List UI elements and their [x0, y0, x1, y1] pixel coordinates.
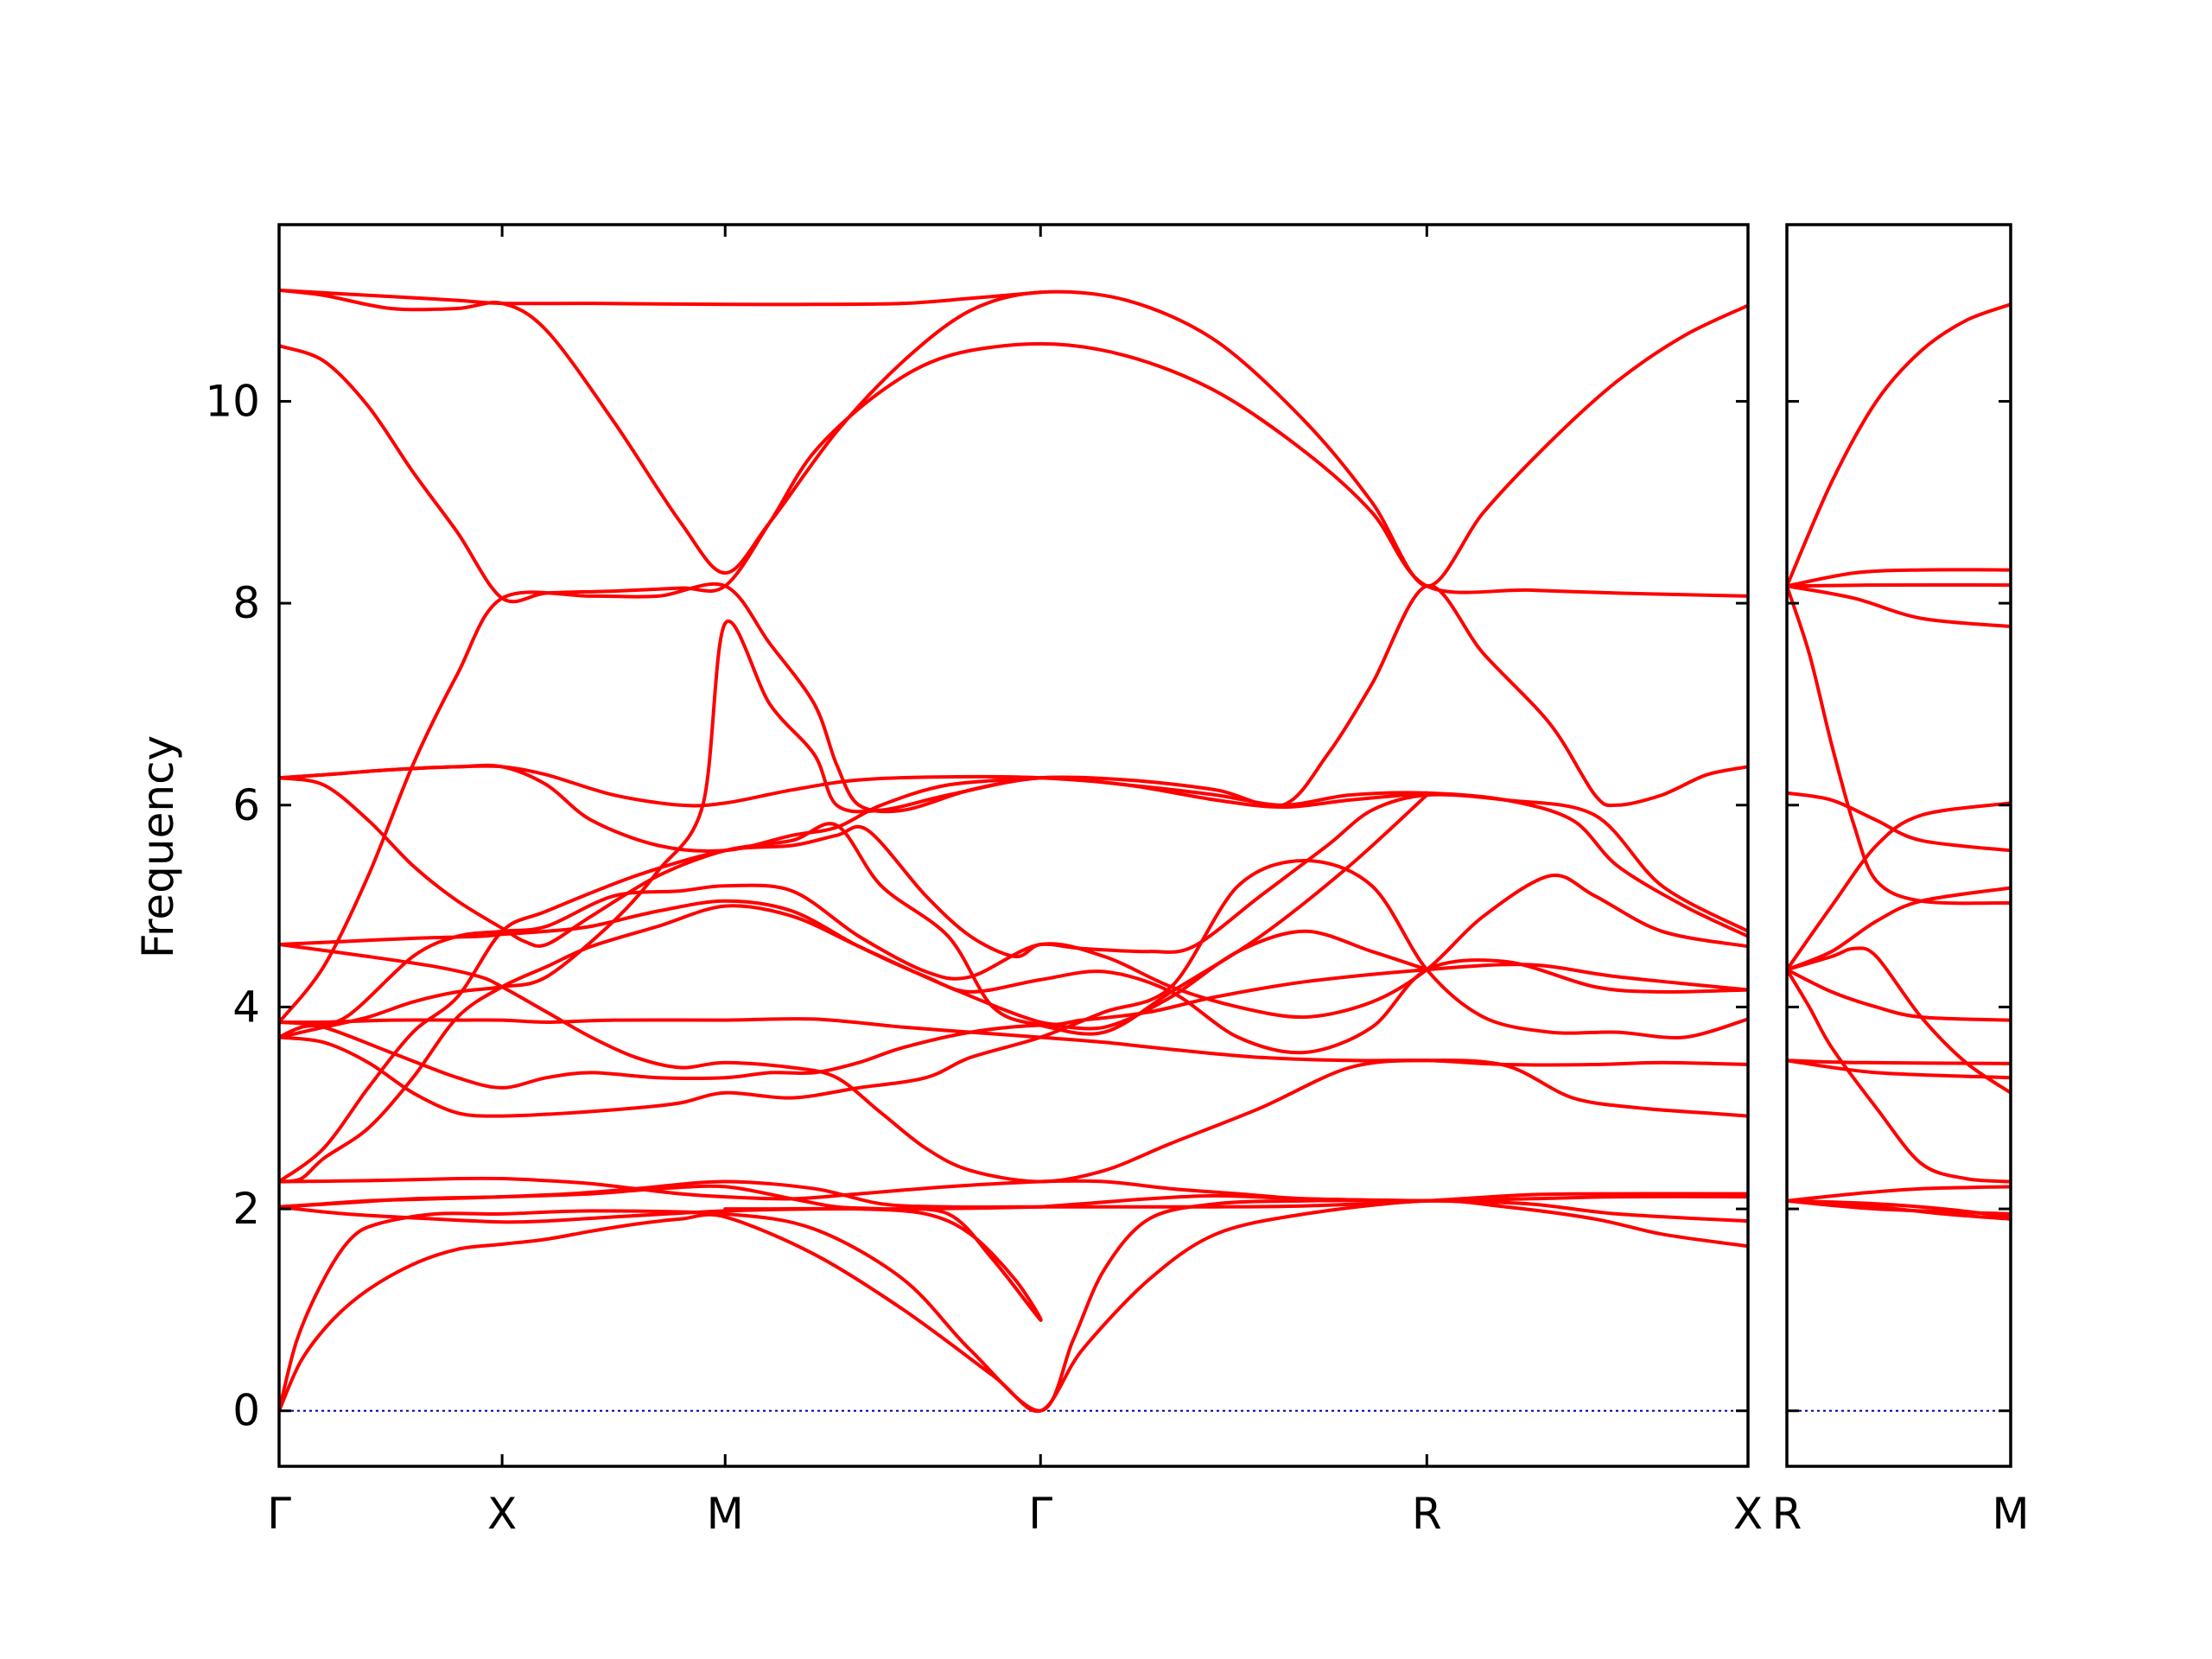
band-0-4	[279, 1179, 1043, 1209]
band-0-22	[279, 288, 1043, 307]
band-1-1	[1787, 568, 2011, 588]
band-1-7	[1787, 886, 2011, 972]
y-tick-label: 10	[205, 376, 260, 426]
band-0-10	[279, 874, 1748, 1039]
y-tick-label: 2	[232, 1184, 260, 1234]
band-1-13	[1787, 1185, 2011, 1203]
y-tick-label: 4	[232, 982, 260, 1032]
band-0-20	[279, 341, 1748, 604]
x-tick-label: X	[487, 1489, 517, 1539]
x-tick-label: M	[707, 1489, 744, 1539]
x-tick-label: X	[1733, 1489, 1763, 1539]
x-tick-label: Γ	[267, 1489, 291, 1539]
y-tick-label: 6	[232, 780, 260, 830]
band-1-9	[1787, 968, 2011, 1022]
band-0-14	[279, 943, 1748, 1184]
band-1-16	[1787, 1198, 2011, 1216]
band-0-18	[279, 763, 1043, 853]
x-tick-label: M	[1992, 1489, 2029, 1539]
band-1-5	[1787, 791, 2011, 853]
x-tick-label: Γ	[1028, 1489, 1052, 1539]
band-1-3	[1787, 584, 2011, 628]
band-1-6	[1787, 801, 2011, 972]
plot-frame	[1785, 223, 2012, 1468]
band-1-0	[1787, 302, 2011, 588]
plot-frame	[277, 223, 1750, 1468]
x-tick-label: R	[1412, 1489, 1442, 1539]
band-0-1	[279, 1198, 1748, 1413]
band-0-9	[279, 619, 1748, 1039]
band-1-4	[1787, 584, 2011, 906]
band-0-15	[279, 899, 1748, 1055]
band-0-0	[279, 1198, 1748, 1414]
band-0-6	[279, 1176, 1429, 1203]
band-1-12	[1787, 1058, 2011, 1080]
panel-main: Γ X M Γ R X 0 2 4 6 8 10	[205, 223, 1763, 1539]
x-tick-label: R	[1772, 1489, 1802, 1539]
band-0-7	[279, 792, 1748, 1184]
y-axis-label: Frequency	[133, 735, 183, 958]
y-tick-label: 0	[232, 1386, 260, 1436]
band-0-12	[279, 859, 1748, 1118]
band-0-21	[279, 288, 1748, 588]
band-1-11	[1787, 1058, 2011, 1065]
band-0-16	[279, 776, 1429, 1036]
band-0-19	[279, 582, 1748, 1024]
y-tick-label: 8	[232, 578, 260, 628]
band-1-10	[1787, 968, 2011, 1184]
band-1-2	[1787, 583, 2011, 588]
